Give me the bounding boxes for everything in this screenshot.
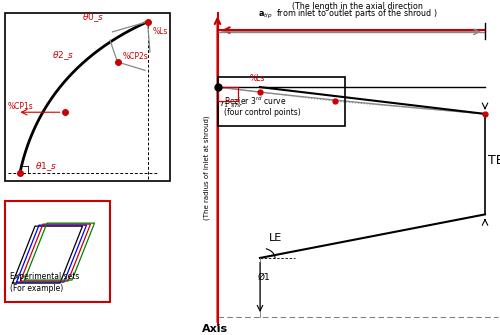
Text: %CP1s: %CP1s xyxy=(8,102,33,111)
Text: Axis: Axis xyxy=(202,324,228,334)
Text: (four control points): (four control points) xyxy=(224,109,300,117)
Text: TE: TE xyxy=(488,154,500,167)
Bar xyxy=(218,87,238,100)
Text: (For example): (For example) xyxy=(10,284,63,293)
Text: Bezier 3$^{rd}$ curve: Bezier 3$^{rd}$ curve xyxy=(224,94,286,107)
Text: $\theta 1\_s$: $\theta 1\_s$ xyxy=(35,160,57,173)
Text: $\theta 0\_s$: $\theta 0\_s$ xyxy=(82,11,104,24)
Bar xyxy=(5,13,170,181)
Text: %Ls: %Ls xyxy=(250,74,266,83)
Bar xyxy=(5,201,110,302)
Text: %CP2s: %CP2s xyxy=(122,52,148,61)
Text: $\theta 2\_s$: $\theta 2\_s$ xyxy=(52,50,74,63)
Text: Ø1: Ø1 xyxy=(258,273,270,282)
Text: (The radius of inlet at shroud): (The radius of inlet at shroud) xyxy=(203,115,210,220)
Text: Experimental sets: Experimental sets xyxy=(10,272,80,281)
Bar xyxy=(218,77,345,126)
Text: LE: LE xyxy=(269,233,282,243)
Text: $\mathbf{a}_{tip}$  from inlet to outlet parts of the shroud ): $\mathbf{a}_{tip}$ from inlet to outlet … xyxy=(258,8,438,21)
Text: (The length in the axial direction: (The length in the axial direction xyxy=(292,2,423,11)
Text: $r_{1\_shr}$: $r_{1\_shr}$ xyxy=(220,99,242,112)
Text: %Ls: %Ls xyxy=(152,26,168,36)
